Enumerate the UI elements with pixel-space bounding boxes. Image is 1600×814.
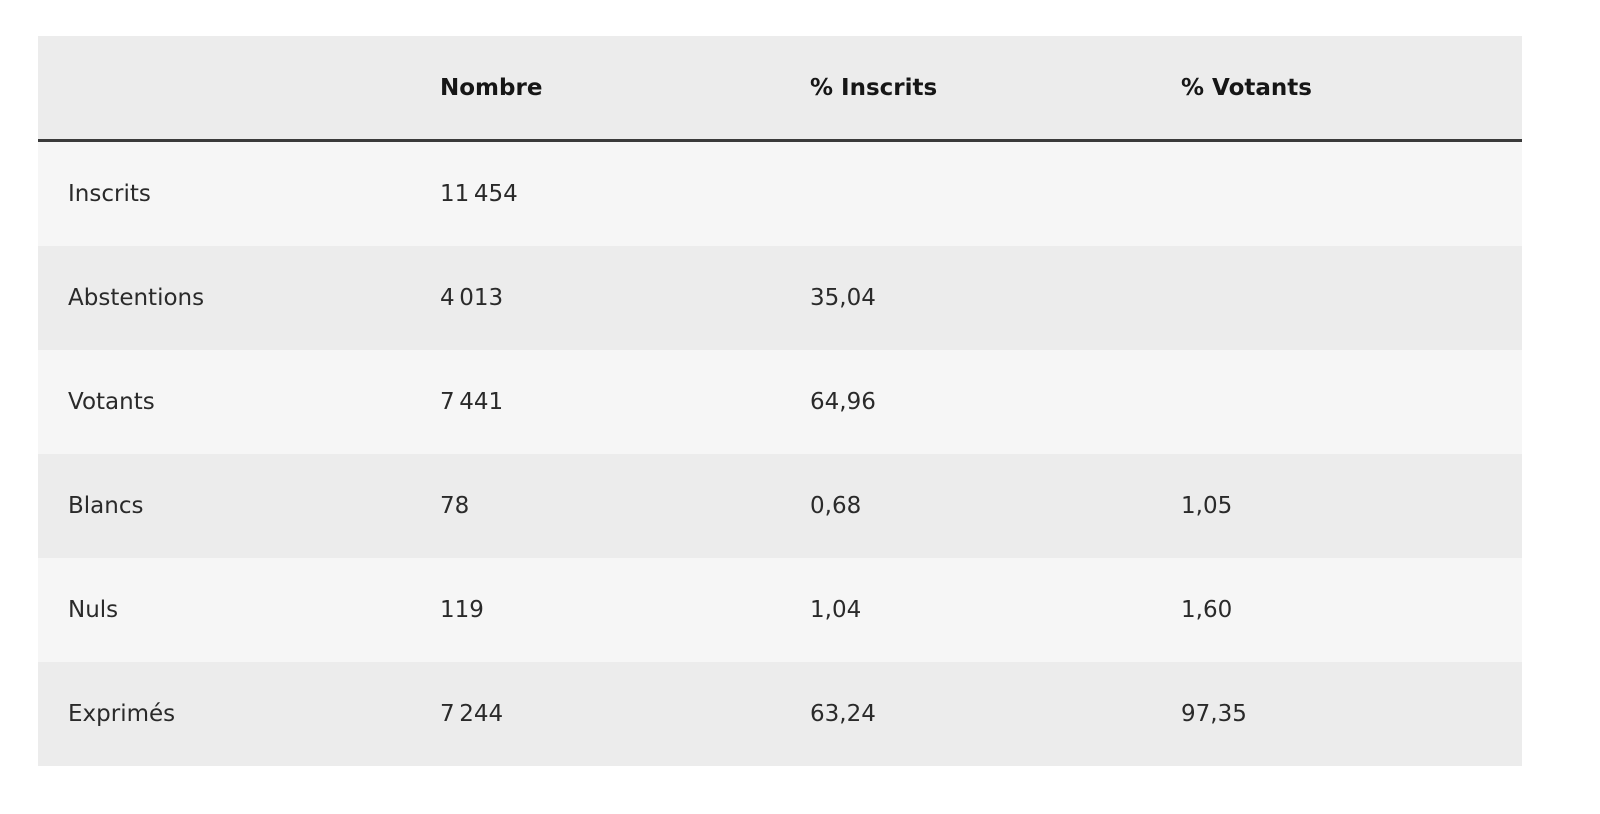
table-row: Blancs 78 0,68 1,05: [38, 454, 1522, 558]
table-cell: 78: [440, 493, 470, 519]
table-row: Inscrits 11 454: [38, 142, 1522, 246]
table-cell: 4 013: [440, 285, 504, 311]
table-cell: 7 244: [440, 701, 504, 727]
column-header: % Votants: [1181, 74, 1312, 101]
table-cell: 7 441: [440, 389, 504, 415]
column-header: Nombre: [440, 74, 543, 101]
results-table: Nombre % Inscrits % Votants Inscrits 11 454 A…: [38, 36, 1522, 766]
table-cell: 119: [440, 597, 484, 623]
table-cell: 1,05: [1181, 493, 1233, 519]
row-label: Blancs: [68, 493, 144, 519]
row-label: Exprimés: [68, 701, 176, 727]
table-row: Abstentions 4 013 35,04: [38, 246, 1522, 350]
row-label: Votants: [68, 389, 155, 415]
row-label: Abstentions: [68, 285, 205, 311]
column-header: % Inscrits: [810, 74, 938, 101]
table-cell: 1,04: [810, 597, 862, 623]
row-label: Nuls: [68, 597, 119, 623]
table-cell: 63,24: [810, 701, 876, 727]
table-cell: 11 454: [440, 181, 518, 207]
header-row: Nombre % Inscrits % Votants: [38, 36, 1522, 142]
table-row: Nuls 119 1,04 1,60: [38, 558, 1522, 662]
table-row: Votants 7 441 64,96: [38, 350, 1522, 454]
table-cell: 97,35: [1181, 701, 1247, 727]
table-cell: 35,04: [810, 285, 876, 311]
table-cell: 1,60: [1181, 597, 1233, 623]
table-cell: 64,96: [810, 389, 876, 415]
row-label: Inscrits: [68, 181, 151, 207]
table-cell: 0,68: [810, 493, 862, 519]
table-row: Exprimés 7 244 63,24 97,35: [38, 662, 1522, 766]
